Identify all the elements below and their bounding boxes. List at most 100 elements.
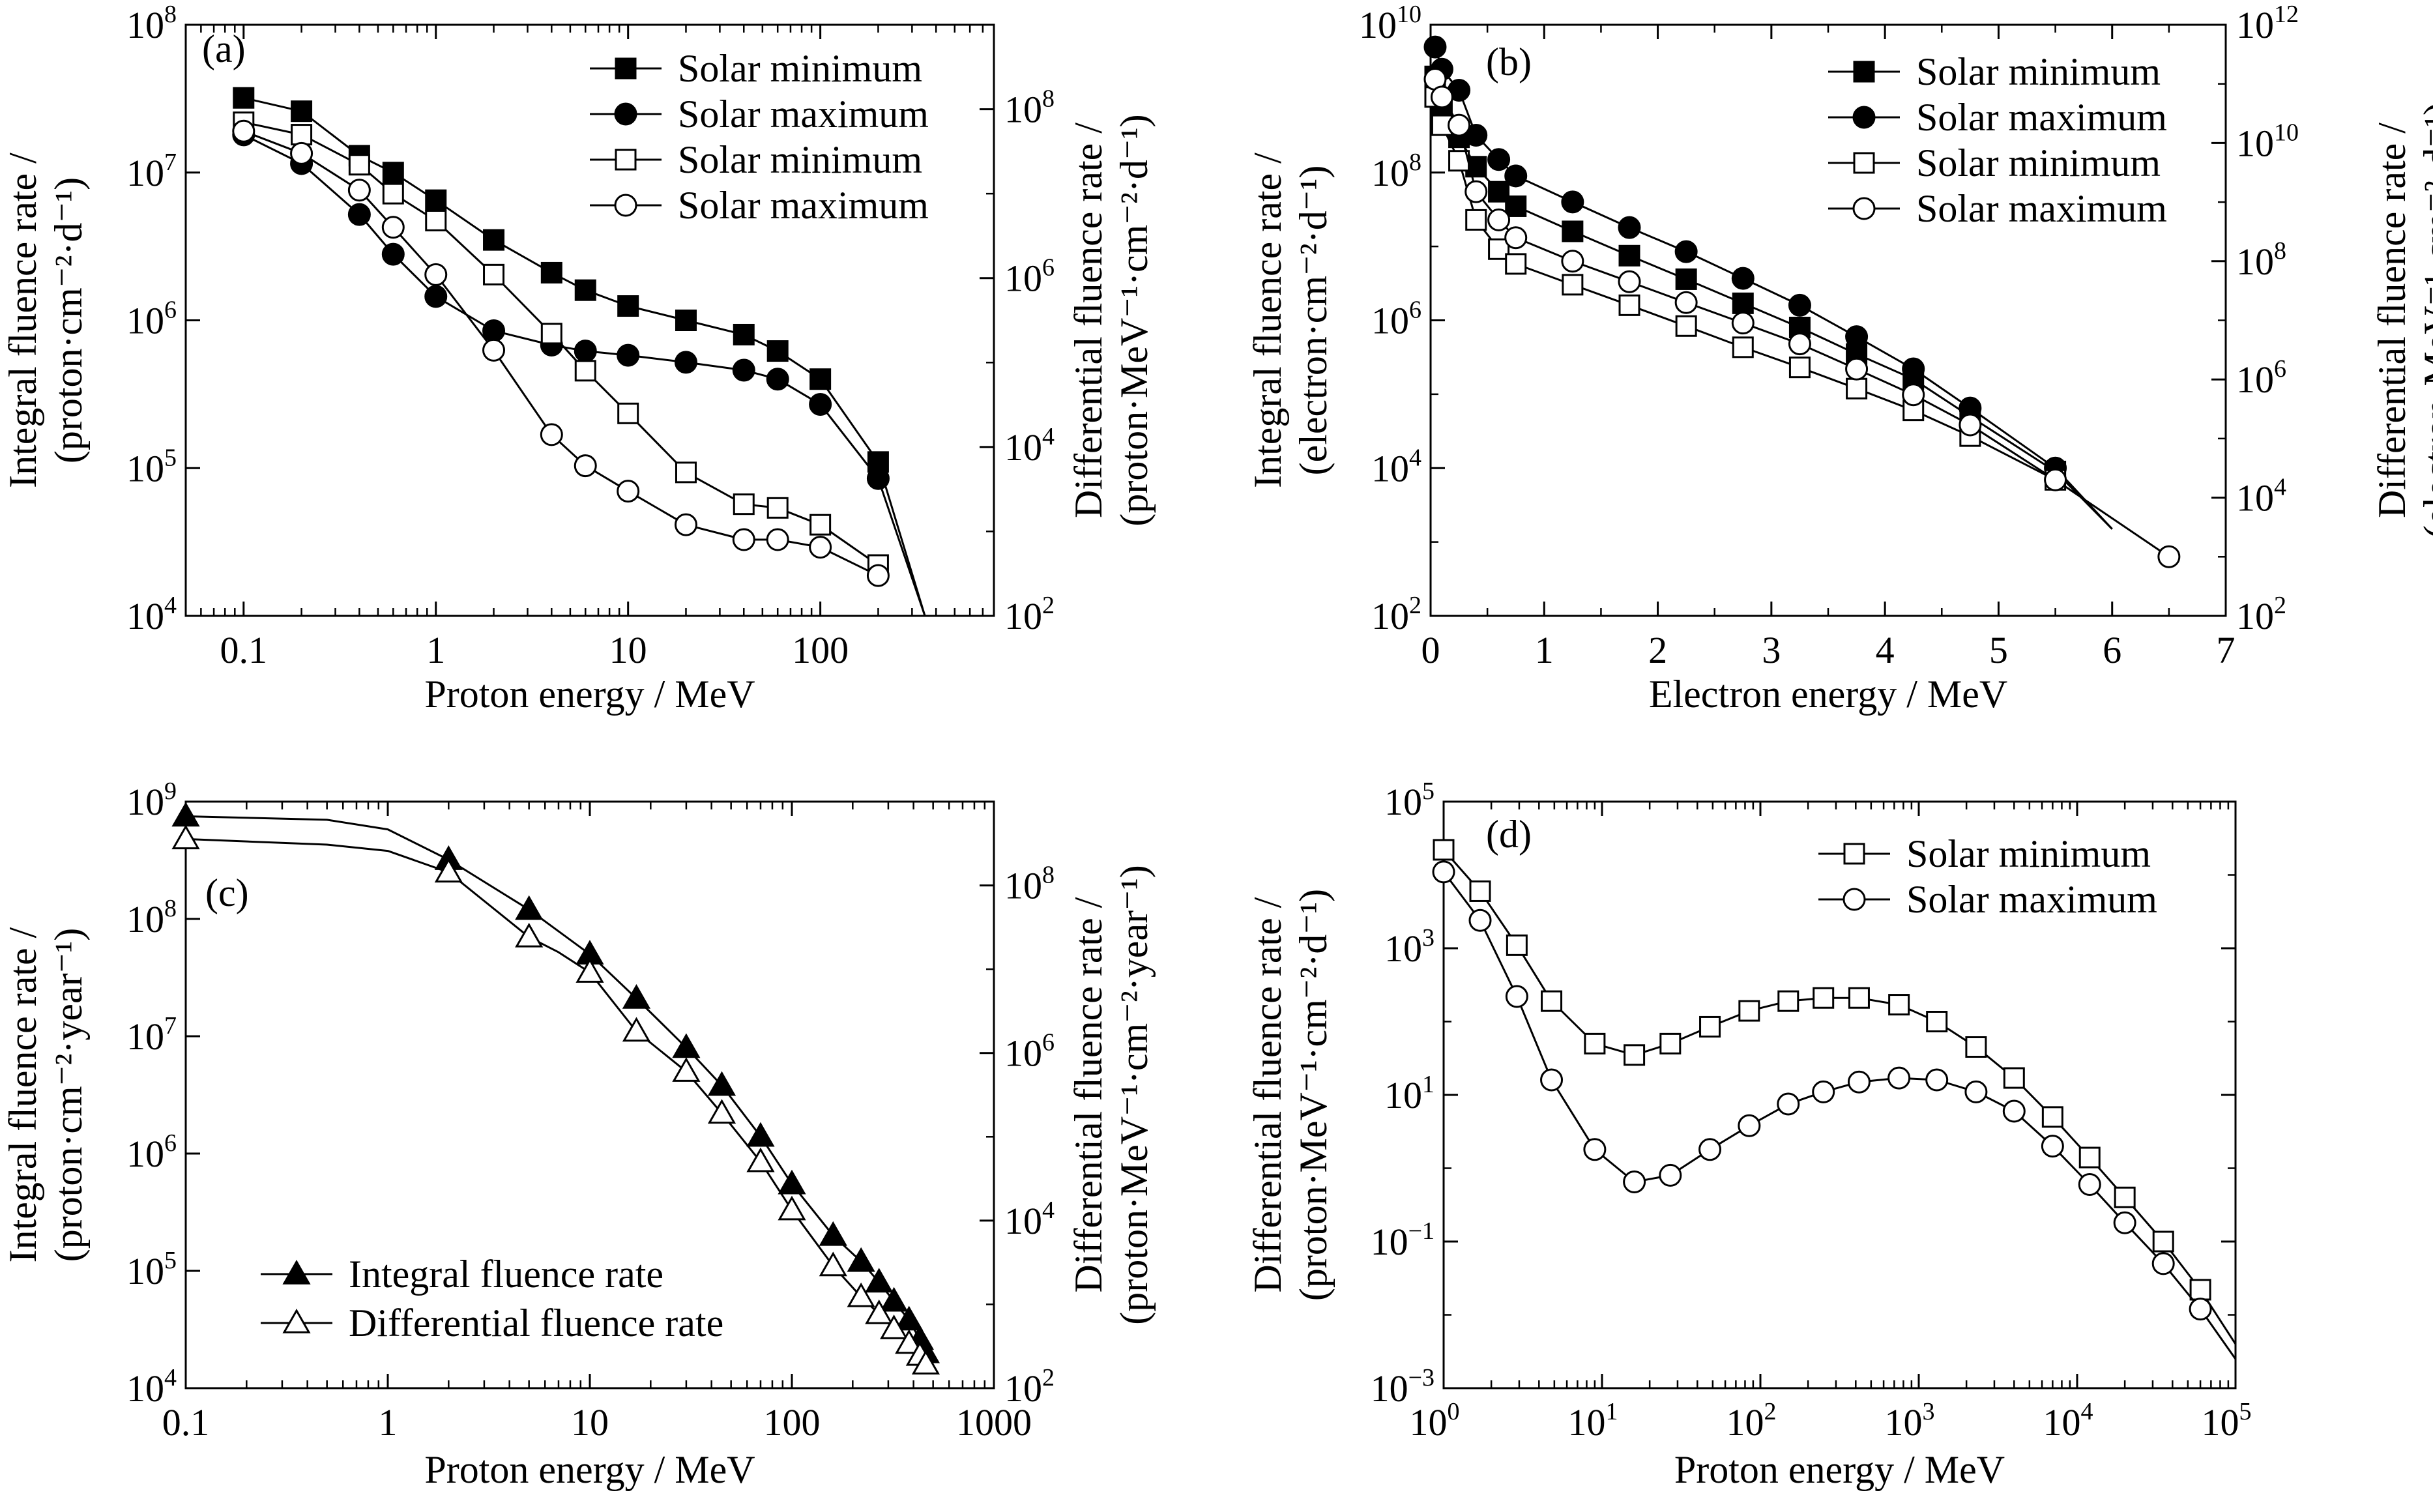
y-tick-label: 10−1	[1371, 1217, 1435, 1263]
data-point	[1965, 1036, 1987, 1058]
data-point	[1845, 357, 1869, 381]
data-point	[1788, 293, 1811, 317]
y2-tick-label: 106	[1004, 254, 1055, 300]
data-point	[865, 1299, 894, 1324]
y-tick-label: 104	[126, 592, 177, 637]
data-point	[2152, 1230, 2174, 1253]
series-2	[171, 824, 940, 1375]
data-point	[171, 802, 200, 827]
panel-b: 0 1 2 3 4 5 6 710210410610810101021041061081010…	[1246, 1, 2433, 716]
data-point	[2003, 1067, 2025, 1089]
y-axis-label-left: Integral fluence rate /(proton·cm⁻²·d⁻¹)	[1, 153, 90, 488]
data-point	[2189, 1279, 2211, 1301]
legend-marker	[615, 57, 637, 80]
data-point	[1731, 267, 1755, 290]
y-tick-label: 107	[126, 1012, 177, 1058]
x-tick-label: 10	[571, 1401, 609, 1444]
y2-tick-label: 104	[2236, 474, 2286, 519]
data-point	[895, 1329, 924, 1354]
data-point	[707, 1071, 736, 1096]
series-2	[1423, 35, 2113, 530]
data-point	[733, 493, 755, 516]
series-4	[232, 119, 890, 587]
data-point	[233, 87, 255, 109]
data-point	[1464, 180, 1488, 203]
series-4	[1423, 68, 2181, 568]
data-point	[1788, 356, 1811, 379]
data-point	[1659, 1163, 1682, 1187]
panel-label: (b)	[1486, 40, 1532, 83]
data-point	[574, 454, 597, 478]
data-point	[1698, 1138, 1722, 1161]
data-point	[819, 1251, 847, 1277]
data-point	[1583, 1138, 1607, 1161]
y2-tick-label: 1012	[2236, 1, 2299, 46]
data-point	[1464, 123, 1488, 147]
legend-label: Solar maximum	[1916, 187, 2167, 230]
y-tick-label: 102	[1371, 592, 1421, 637]
data-point	[732, 528, 755, 551]
data-point	[425, 209, 447, 231]
data-point	[1468, 909, 1492, 932]
data-point	[819, 1221, 847, 1246]
data-point	[1541, 990, 1563, 1012]
data-point	[1433, 839, 1455, 861]
data-point	[1487, 208, 1511, 231]
y2-tick-label: 106	[1004, 1029, 1055, 1075]
panel-d: 100 101 102 103 104 105 10−3 10−1 101 103 105 Proto…	[1246, 778, 2252, 1491]
data-point	[880, 1287, 909, 1312]
data-point	[540, 261, 562, 284]
data-point	[675, 310, 697, 331]
data-point	[348, 154, 370, 176]
data-point	[2078, 1172, 2101, 1196]
series-line	[1444, 871, 2236, 1360]
y-axis-label-right: Differential fluence rate /(proton·MeV⁻¹…	[1067, 865, 1156, 1324]
data-point	[1738, 1000, 1760, 1022]
y2-tick-label: 104	[1004, 423, 1055, 469]
y-tick-label: 109	[126, 778, 177, 823]
data-point	[1488, 238, 1510, 260]
series-1	[1433, 839, 2236, 1345]
y-axis-label-left: Differential fluence rate /(proton·MeV⁻¹…	[1246, 889, 1335, 1301]
legend-marker	[1853, 152, 1875, 174]
data-point	[778, 1195, 806, 1221]
data-point	[847, 1282, 875, 1307]
data-point	[809, 392, 832, 416]
legend-marker	[282, 1308, 311, 1333]
y2-tick-label: 102	[1004, 1364, 1055, 1410]
x-tick-label: 5	[1989, 629, 2008, 671]
data-point	[1699, 1015, 1721, 1038]
data-point	[1561, 190, 1584, 214]
data-point	[1848, 987, 1870, 1009]
panel-c: 0.1 1 10 100 1000 104 105 106 107 108 109 102 104 106…	[1, 778, 1156, 1491]
data-point	[1584, 1032, 1606, 1054]
minor-ticks	[1431, 25, 2226, 616]
data-point	[381, 216, 405, 239]
data-point	[291, 100, 313, 123]
y-tick-label: 107	[126, 149, 177, 194]
data-point	[2113, 1211, 2136, 1234]
data-point	[2041, 1135, 2064, 1158]
data-point	[1618, 270, 1641, 293]
legend-label: Solar maximum	[678, 93, 929, 136]
data-point	[1675, 268, 1697, 290]
data-point	[1732, 336, 1754, 358]
y2-tick-label: 108	[1004, 862, 1055, 907]
data-point	[675, 461, 697, 484]
y-tick-label: 104	[126, 1364, 177, 1410]
y-axis-label-left: Integral fluence rate /(proton·cm⁻²·year…	[1, 927, 90, 1262]
data-point	[1902, 383, 1925, 407]
x-tick-label: 102	[1726, 1398, 1777, 1444]
data-point	[1624, 1044, 1646, 1066]
panel-label: (c)	[205, 871, 249, 914]
data-point	[425, 189, 447, 211]
data-point	[1618, 294, 1640, 316]
data-point	[617, 343, 640, 367]
data-point	[1562, 220, 1584, 242]
data-point	[1505, 195, 1527, 217]
x-tick-label: 6	[2103, 629, 2121, 671]
minor-ticks	[246, 800, 994, 1388]
